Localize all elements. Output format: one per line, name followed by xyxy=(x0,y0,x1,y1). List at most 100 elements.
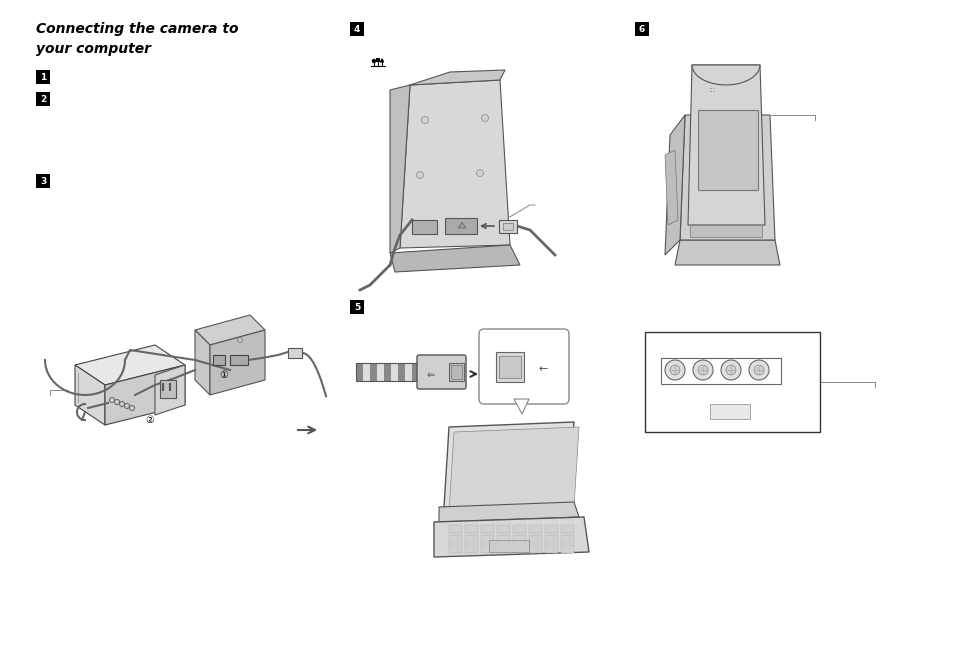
Circle shape xyxy=(421,116,428,124)
Bar xyxy=(449,535,461,543)
Polygon shape xyxy=(75,365,105,425)
Bar xyxy=(412,363,418,381)
Bar xyxy=(644,332,820,432)
Polygon shape xyxy=(449,427,578,512)
Bar xyxy=(370,363,376,381)
Bar xyxy=(498,356,520,378)
Bar xyxy=(496,352,523,382)
Bar xyxy=(464,525,477,533)
Bar xyxy=(405,363,412,381)
Bar xyxy=(498,220,517,233)
Bar xyxy=(544,525,558,533)
Polygon shape xyxy=(154,365,185,415)
Polygon shape xyxy=(457,222,465,228)
Text: 2: 2 xyxy=(40,95,46,103)
Bar xyxy=(660,358,781,384)
Bar xyxy=(363,363,370,381)
Bar xyxy=(449,545,461,553)
Text: :::: ::: xyxy=(708,87,715,93)
Bar xyxy=(36,70,50,84)
Polygon shape xyxy=(75,345,185,385)
Bar xyxy=(513,545,525,553)
Polygon shape xyxy=(434,517,588,557)
Circle shape xyxy=(416,171,423,179)
Bar xyxy=(480,545,494,553)
Polygon shape xyxy=(687,65,764,225)
Bar xyxy=(464,535,477,543)
Bar xyxy=(480,535,494,543)
Bar xyxy=(36,92,50,106)
Bar xyxy=(497,525,510,533)
Bar xyxy=(412,220,436,234)
Bar xyxy=(560,535,574,543)
Polygon shape xyxy=(691,65,760,85)
Bar xyxy=(560,525,574,533)
Bar xyxy=(635,22,648,36)
Bar xyxy=(230,355,248,365)
Bar xyxy=(376,363,384,381)
Circle shape xyxy=(669,365,679,375)
Bar xyxy=(709,404,749,419)
Polygon shape xyxy=(380,59,383,62)
Bar xyxy=(560,545,574,553)
Bar xyxy=(449,525,461,533)
Circle shape xyxy=(481,114,488,122)
Circle shape xyxy=(692,360,712,380)
Polygon shape xyxy=(410,70,504,85)
Bar xyxy=(502,223,513,230)
Bar xyxy=(350,22,364,36)
Circle shape xyxy=(698,365,707,375)
Text: ←: ← xyxy=(538,364,548,374)
Circle shape xyxy=(725,365,735,375)
Polygon shape xyxy=(514,399,529,414)
Bar xyxy=(497,535,510,543)
Bar xyxy=(376,58,379,61)
Polygon shape xyxy=(210,330,265,395)
Polygon shape xyxy=(390,245,519,272)
Circle shape xyxy=(664,360,684,380)
Polygon shape xyxy=(679,115,774,240)
Bar xyxy=(288,348,302,358)
Polygon shape xyxy=(390,85,410,253)
Circle shape xyxy=(372,60,375,62)
Bar xyxy=(497,545,510,553)
Polygon shape xyxy=(443,422,574,507)
Circle shape xyxy=(748,360,768,380)
Bar xyxy=(444,218,476,234)
Bar xyxy=(391,363,397,381)
Circle shape xyxy=(720,360,740,380)
Text: ②: ② xyxy=(146,415,154,425)
Polygon shape xyxy=(194,315,265,345)
Bar xyxy=(350,300,364,314)
Bar xyxy=(355,363,363,381)
Bar xyxy=(529,535,541,543)
Bar xyxy=(529,545,541,553)
Bar xyxy=(384,363,391,381)
Bar xyxy=(689,225,761,237)
Bar xyxy=(480,525,494,533)
Polygon shape xyxy=(664,115,684,255)
Bar xyxy=(513,525,525,533)
Polygon shape xyxy=(675,240,780,265)
Text: your computer: your computer xyxy=(36,42,151,56)
Circle shape xyxy=(237,337,242,343)
Text: 5: 5 xyxy=(354,302,359,312)
Text: ⇐: ⇐ xyxy=(427,370,435,380)
Text: 1: 1 xyxy=(40,73,46,81)
Bar xyxy=(160,380,175,398)
Bar xyxy=(449,363,463,381)
Bar xyxy=(36,174,50,188)
Polygon shape xyxy=(664,150,678,225)
Text: 3: 3 xyxy=(40,177,46,185)
Bar xyxy=(698,110,758,190)
FancyBboxPatch shape xyxy=(416,355,465,389)
Bar xyxy=(544,535,558,543)
Bar xyxy=(355,363,418,381)
FancyBboxPatch shape xyxy=(478,329,568,404)
Polygon shape xyxy=(194,330,210,395)
Bar xyxy=(529,525,541,533)
Text: 4: 4 xyxy=(354,24,360,34)
Circle shape xyxy=(476,169,483,177)
Text: 6: 6 xyxy=(639,24,644,34)
Bar xyxy=(489,540,529,552)
